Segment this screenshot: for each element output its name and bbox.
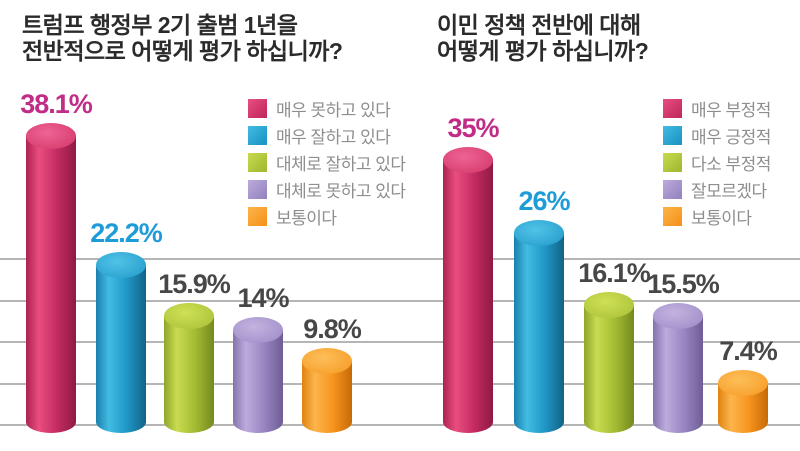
bar-value-label: 15.9%: [158, 269, 231, 299]
bar-body: [584, 305, 634, 433]
legend-label: 매우 긍정적: [691, 128, 771, 147]
bar-cylinder-purple: [233, 317, 283, 433]
chart-title: 이민 정책 전반에 대해 어떻게 평가 하십니까?: [437, 12, 649, 64]
legend-item: 잘모르겠다: [663, 180, 771, 201]
chart-title-line2: 전반적으로 어떻게 평가 하십니까?: [22, 38, 343, 64]
legend-swatch-blue: [663, 126, 682, 145]
bar-body: [653, 316, 703, 433]
legend-item: 보통이다: [248, 207, 406, 228]
bar-body: [26, 136, 76, 433]
bar-cylinder-green: [584, 292, 634, 433]
bar-top-ellipse: [443, 147, 493, 173]
bar-cylinder-orange: [302, 348, 352, 433]
chart-title-line2: 어떻게 평가 하십니까?: [437, 38, 649, 64]
bar-value-label: 38.1%: [20, 89, 93, 119]
bar-value-label: 26%: [518, 186, 570, 216]
bar-top-ellipse: [26, 123, 76, 149]
legend-swatch-orange: [248, 207, 267, 226]
gridline: [0, 341, 800, 343]
legend-swatch-green: [248, 153, 267, 172]
bar-body: [96, 265, 146, 433]
legend-label: 보통이다: [691, 209, 752, 228]
bar-cylinder-green: [164, 303, 214, 433]
bar-value-label: 14%: [237, 283, 289, 313]
legend-swatch-orange: [663, 207, 682, 226]
legend-swatch-purple: [663, 180, 682, 199]
legend-swatch-blue: [248, 126, 267, 145]
bar-top-ellipse: [514, 220, 564, 246]
bar-top-ellipse: [718, 370, 768, 396]
legend-swatch-purple: [248, 180, 267, 199]
legend-label: 잘모르겠다: [691, 182, 767, 201]
bar-cylinder-pink: [443, 147, 493, 433]
bar-cylinder-orange: [718, 370, 768, 433]
bar-body: [514, 233, 564, 433]
legend-item: 매우 부정적: [663, 99, 771, 120]
legend-item: 대체로 못하고 있다: [248, 180, 406, 201]
legend-swatch-green: [663, 153, 682, 172]
gridline: [0, 258, 800, 260]
legend-label: 대체로 잘하고 있다: [276, 155, 406, 174]
legend-item: 대체로 잘하고 있다: [248, 153, 406, 174]
legend-label: 매우 잘하고 있다: [276, 128, 391, 147]
legend-label: 매우 못하고 있다: [276, 101, 391, 120]
bar-body: [164, 316, 214, 433]
bar-cylinder-purple: [653, 303, 703, 433]
bar-value-label: 22.2%: [90, 218, 163, 248]
bar-top-ellipse: [233, 317, 283, 343]
legend-label: 매우 부정적: [691, 101, 771, 120]
bar-value-label: 15.5%: [647, 269, 720, 299]
bar-cylinder-blue: [96, 252, 146, 433]
gridline: [0, 300, 800, 302]
legend-label: 보통이다: [276, 209, 337, 228]
legend-item: 매우 잘하고 있다: [248, 126, 406, 147]
legend-item: 매우 못하고 있다: [248, 99, 406, 120]
bar-top-ellipse: [584, 292, 634, 318]
bar-cylinder-pink: [26, 123, 76, 433]
bar-top-ellipse: [96, 252, 146, 278]
bar-cylinder-blue: [514, 220, 564, 433]
legend-label: 대체로 못하고 있다: [276, 182, 406, 201]
bar-top-ellipse: [164, 303, 214, 329]
bar-value-label: 7.4%: [719, 336, 778, 366]
bar-value-label: 16.1%: [578, 258, 651, 288]
bar-value-label: 9.8%: [303, 314, 362, 344]
bar-top-ellipse: [653, 303, 703, 329]
chart-title: 트럼프 행정부 2기 출범 1년을 전반적으로 어떻게 평가 하십니까?: [22, 12, 343, 64]
gridline: [0, 383, 800, 385]
legend-item: 다소 부정적: [663, 153, 771, 174]
legend-swatch-pink: [663, 99, 682, 118]
legend-label: 다소 부정적: [691, 155, 771, 174]
bar-body: [443, 160, 493, 433]
legend-item: 매우 긍정적: [663, 126, 771, 147]
gridline: [0, 424, 800, 426]
bar-body: [233, 330, 283, 433]
bar-top-ellipse: [302, 348, 352, 374]
legend-item: 보통이다: [663, 207, 771, 228]
legend-swatch-pink: [248, 99, 267, 118]
bar-value-label: 35%: [447, 113, 499, 143]
chart-title-line1: 트럼프 행정부 2기 출범 1년을: [22, 12, 298, 38]
chart-title-line1: 이민 정책 전반에 대해: [437, 12, 641, 38]
